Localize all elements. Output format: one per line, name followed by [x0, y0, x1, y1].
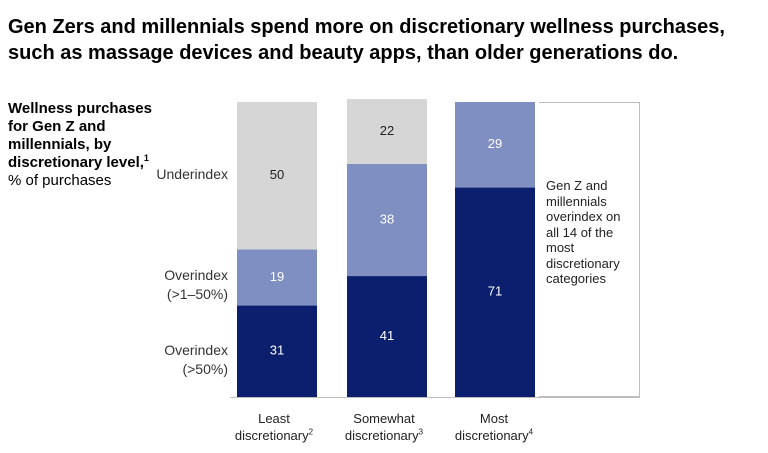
row-label-overindex-high-line2: (>50%) — [182, 361, 228, 377]
data-label-somewhat-overindex-low: 38 — [380, 211, 394, 226]
bar-least-underindex — [237, 102, 317, 250]
x-axis-line — [230, 397, 640, 398]
data-label-somewhat-overindex-high: 41 — [380, 328, 394, 343]
category-label-most-line2: discretionary — [454, 428, 529, 443]
category-label-somewhat: Somewhat discretionary3 — [324, 410, 444, 444]
category-label-most-footnote: 4 — [528, 427, 534, 437]
category-label-least-footnote: 2 — [308, 427, 314, 437]
row-label-overindex-high-line1: Overindex — [164, 342, 228, 358]
chart-title: Gen Zers and millennials spend more on d… — [8, 16, 725, 64]
category-label-least-line2: discretionary — [234, 428, 309, 443]
bar-most-overindex-high — [455, 187, 535, 397]
data-label-most-overindex-high: 71 — [488, 284, 502, 299]
subtitle-unit: % of pur­chases — [8, 172, 112, 189]
row-label-overindex-high: Overindex (>50%) — [140, 341, 228, 379]
category-label-somewhat-footnote: 3 — [418, 427, 424, 437]
bar-somewhat-underindex — [347, 99, 427, 164]
data-label-most-overindex-low: 29 — [488, 136, 502, 151]
data-label-somewhat-underindex: 22 — [380, 123, 394, 138]
data-label-least-underindex: 50 — [270, 167, 284, 182]
category-label-somewhat-line2: discretionary — [344, 428, 419, 443]
row-label-overindex-low-line1: Overindex — [164, 267, 228, 283]
callout-bracket — [539, 102, 640, 397]
row-label-overindex-low-line2: (>1–50%) — [166, 286, 228, 302]
bar-somewhat-overindex-high — [347, 276, 427, 397]
bar-most-overindex-low — [455, 102, 535, 188]
callout-text: Gen Z and millennials overindex on all 1… — [546, 178, 621, 286]
category-label-most: Most discretionary4 — [434, 410, 554, 444]
chart-subtitle: Wellness purchases for Gen Z and millenn… — [8, 100, 158, 190]
subtitle-footnote: 1 — [143, 153, 149, 163]
category-label-least-line1: Least — [258, 411, 290, 426]
category-label-most-line1: Most — [479, 411, 509, 426]
category-label-least: Least discretionary2 — [214, 410, 334, 444]
row-label-underindex: Underindex — [140, 165, 228, 184]
bar-least-overindex-high — [237, 305, 317, 397]
row-label-underindex-text: Underindex — [156, 166, 228, 182]
row-label-overindex-low: Overindex (>1–50%) — [140, 266, 228, 304]
data-label-least-overindex-high: 31 — [270, 343, 284, 358]
subtitle-bold: Wellness purchases for Gen Z and millenn… — [8, 100, 152, 171]
data-label-least-overindex-low: 19 — [270, 269, 284, 284]
bar-least-overindex-low — [237, 249, 317, 306]
category-label-somewhat-line1: Somewhat — [353, 411, 415, 426]
bar-somewhat-overindex-low — [347, 163, 427, 277]
